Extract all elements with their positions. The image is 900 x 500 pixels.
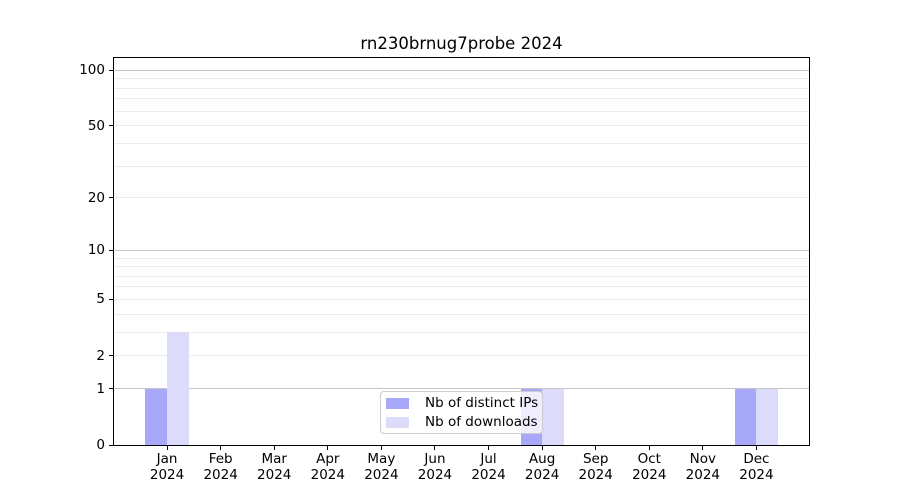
legend-item-distinct-ips: Nb of distinct IPs	[386, 395, 542, 411]
x-tick-month: Feb	[208, 451, 233, 467]
gridline-minor	[114, 286, 809, 288]
x-tick-label-mar: Mar 2024	[239, 451, 309, 483]
x-tick-label-oct: Oct 2024	[614, 451, 684, 483]
x-tick-mark	[220, 445, 222, 450]
x-tick-label-sep: Sep 2024	[561, 451, 631, 483]
y-tick-mark	[109, 197, 114, 199]
chart-title: rn230brnug7probe 2024	[360, 34, 563, 53]
x-tick-mark	[166, 445, 168, 450]
x-tick-label-aug: Aug 2024	[507, 451, 577, 483]
y-tick-mark	[109, 298, 114, 300]
gridline-minor	[114, 355, 809, 357]
x-tick-mark	[327, 445, 329, 450]
x-tick-month: May	[367, 451, 396, 467]
x-tick-label-jun: Jun 2024	[400, 451, 470, 483]
x-tick-mark	[488, 445, 490, 450]
x-tick-year: 2024	[524, 466, 560, 483]
gridline-major	[114, 69, 809, 71]
x-tick-mark	[273, 445, 275, 450]
gridline-minor	[114, 110, 809, 112]
y-tick-label: 5	[96, 291, 105, 308]
gridline-minor	[114, 87, 809, 89]
x-tick-year: 2024	[149, 466, 185, 483]
bar-downloads-dec	[756, 388, 779, 445]
gridline-minor	[114, 331, 809, 333]
x-tick-month: Sep	[582, 451, 609, 467]
bar-distinct-ips-dec	[734, 388, 757, 445]
x-tick-label-apr: Apr 2024	[293, 451, 363, 483]
x-tick-month: Nov	[689, 451, 717, 467]
legend-label-distinct-ips: Nb of distinct IPs	[425, 395, 539, 411]
bar-distinct-ips-jan	[145, 388, 168, 445]
gridline-minor	[114, 142, 809, 144]
x-tick-year: 2024	[203, 466, 238, 483]
gridline-minor	[114, 275, 809, 277]
gridline-minor	[114, 98, 809, 100]
x-tick-mark	[595, 445, 597, 450]
legend-item-downloads: Nb of downloads	[386, 414, 542, 430]
x-tick-month: Jun	[424, 451, 446, 467]
x-tick-year: 2024	[471, 466, 506, 483]
x-tick-year: 2024	[739, 466, 774, 483]
x-tick-year: 2024	[632, 466, 667, 483]
y-tick-mark	[109, 69, 114, 71]
y-tick-label: 50	[87, 117, 105, 134]
x-tick-label-jan: Jan 2024	[132, 451, 202, 483]
x-tick-label-jul: Jul 2024	[454, 451, 524, 483]
y-tick-mark	[109, 388, 114, 390]
x-tick-month: Jan	[156, 451, 178, 467]
x-tick-month: Mar	[261, 451, 287, 467]
bar-downloads-jan	[167, 332, 189, 445]
x-tick-mark	[434, 445, 436, 450]
x-tick-year: 2024	[310, 466, 345, 483]
gridline-major	[114, 249, 809, 251]
x-tick-mark	[380, 445, 382, 450]
y-tick-mark	[109, 249, 114, 251]
legend-label-downloads: Nb of downloads	[425, 414, 538, 430]
x-tick-month: Apr	[316, 451, 340, 467]
x-tick-month: Oct	[637, 451, 661, 467]
gridline-minor	[114, 125, 809, 127]
y-tick-mark	[109, 444, 114, 446]
x-tick-mark	[541, 445, 543, 450]
x-tick-year: 2024	[417, 466, 453, 483]
legend: Nb of distinct IPs Nb of downloads	[380, 391, 543, 434]
x-tick-year: 2024	[364, 466, 399, 483]
y-tick-label: 20	[87, 189, 105, 206]
x-tick-year: 2024	[578, 466, 613, 483]
x-tick-month: Dec	[743, 451, 770, 467]
x-tick-label-may: May 2024	[346, 451, 416, 483]
x-tick-label-nov: Nov 2024	[668, 451, 738, 483]
y-tick-label: 10	[87, 242, 105, 259]
y-tick-label: 0	[96, 437, 105, 453]
gridline-minor	[114, 197, 809, 199]
y-tick-mark	[109, 125, 114, 127]
gridline-minor	[114, 313, 809, 315]
gridline-major	[114, 388, 809, 390]
legend-swatch-downloads-icon	[386, 416, 409, 428]
y-tick-label: 2	[96, 347, 105, 364]
gridline-minor	[114, 78, 809, 80]
gridline-minor	[114, 266, 809, 268]
x-tick-year: 2024	[257, 466, 292, 483]
x-tick-mark	[648, 445, 650, 450]
x-tick-month: Aug	[528, 451, 556, 467]
y-tick-label: 100	[79, 62, 105, 79]
gridline-minor	[114, 298, 809, 300]
x-tick-label-dec: Dec 2024	[721, 451, 791, 483]
gridline-minor	[114, 257, 809, 259]
x-tick-mark	[755, 445, 757, 450]
legend-swatch-distinct-ips-icon	[386, 397, 409, 409]
y-tick-label: 1	[96, 380, 105, 397]
x-tick-year: 2024	[685, 466, 721, 483]
x-tick-label-feb: Feb 2024	[186, 451, 256, 483]
bar-downloads-aug	[542, 388, 564, 445]
x-tick-mark	[702, 445, 704, 450]
x-tick-month: Jul	[480, 451, 497, 467]
y-tick-mark	[109, 355, 114, 357]
plot-area	[114, 58, 809, 445]
gridline-minor	[114, 165, 809, 167]
